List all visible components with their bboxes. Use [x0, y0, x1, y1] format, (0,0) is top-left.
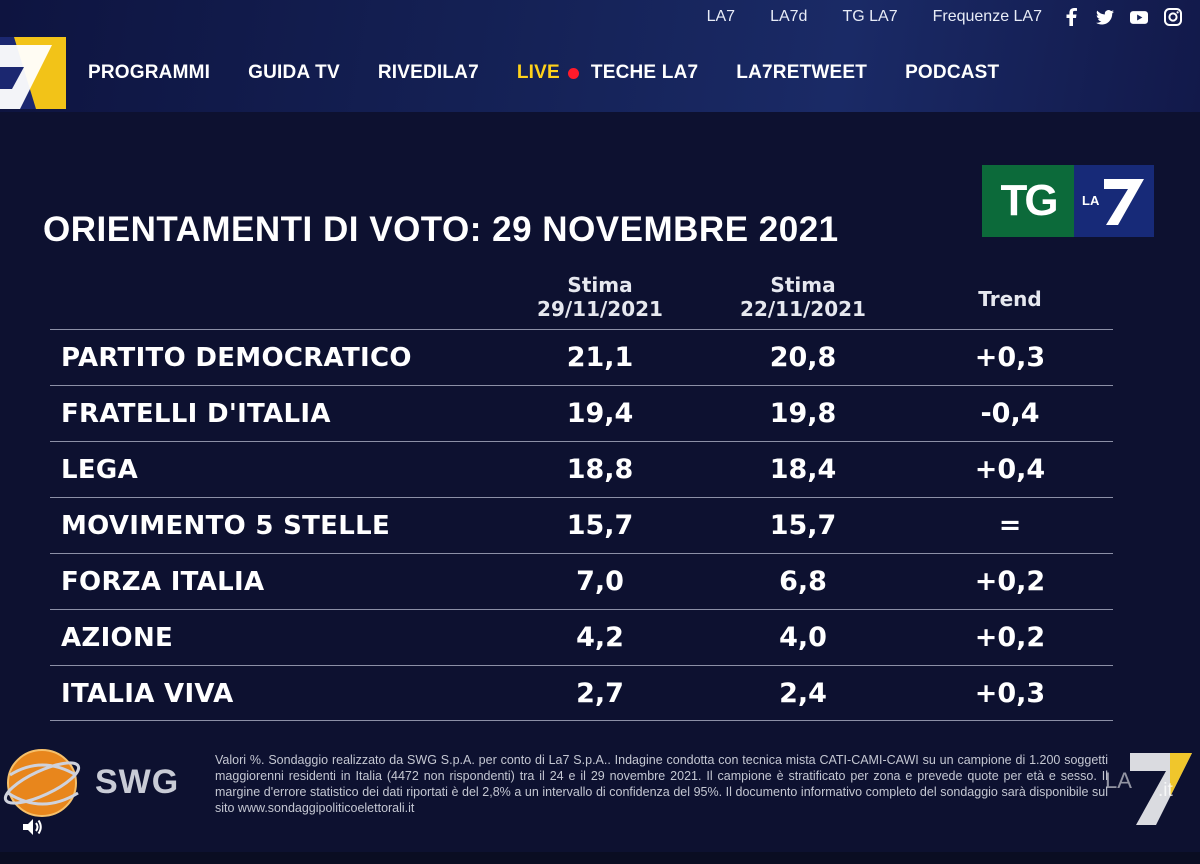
live-dot-icon: [567, 67, 579, 79]
column-header-date: 29/11/2021: [537, 297, 663, 321]
speaker-icon[interactable]: [20, 815, 44, 839]
stima-current-value: 19,4: [566, 398, 634, 429]
party-name: PARTITO DEMOCRATICO: [61, 343, 412, 373]
party-name: LEGA: [61, 455, 138, 485]
trend-value: +0,3: [974, 678, 1046, 709]
stima-previous-value: 18,4: [769, 454, 837, 485]
poll-table: PARTITO DEMOCRATICO 21,1 20,8 +0,3 FRATE…: [50, 329, 1113, 721]
stima-previous-value: 19,8: [769, 398, 837, 429]
table-row: AZIONE 4,2 4,0 +0,2: [50, 609, 1113, 665]
swg-wordmark: SWG: [95, 763, 180, 801]
party-name: FORZA ITALIA: [61, 567, 265, 597]
table-row: FRATELLI D'ITALIA 19,4 19,8 -0,4: [50, 385, 1113, 441]
social-links: [1062, 8, 1200, 26]
trend-value: +0,3: [974, 342, 1046, 373]
bottom-bar: [0, 852, 1200, 864]
trend-value: -0,4: [980, 398, 1040, 429]
corner-la-text: LA: [1105, 768, 1132, 793]
nav-podcast[interactable]: PODCAST: [905, 62, 1000, 83]
party-name: AZIONE: [61, 623, 174, 653]
stima-current-value: 18,8: [566, 454, 634, 485]
party-name: ITALIA VIVA: [61, 679, 234, 709]
trend-value: +0,2: [974, 566, 1046, 597]
trend-value: +0,2: [974, 622, 1046, 653]
top-link-tg-la7[interactable]: TG LA7: [842, 8, 898, 25]
trend-value: +0,4: [974, 454, 1046, 485]
instagram-icon[interactable]: [1164, 8, 1182, 26]
column-header-label: Stima: [567, 273, 633, 297]
facebook-icon[interactable]: [1062, 8, 1080, 26]
table-row: ITALIA VIVA 2,7 2,4 +0,3: [50, 665, 1113, 721]
swg-globe-logo: [3, 749, 81, 817]
la7-watermark-logo: [1130, 753, 1192, 825]
top-links: LA7 LA7d TG LA7 Frequenze LA7: [707, 6, 1200, 28]
tg-logo-la7-mark: LA: [1074, 165, 1154, 237]
top-link-frequenze[interactable]: Frequenze LA7: [932, 8, 1042, 25]
column-header-date: 22/11/2021: [740, 297, 866, 321]
tg-la7-logo: TG LA: [982, 165, 1154, 237]
corner-it-text: .it: [1158, 780, 1173, 801]
youtube-icon[interactable]: [1130, 8, 1148, 26]
stima-previous-value: 6,8: [779, 566, 827, 597]
nav-rivedila7[interactable]: RIVEDILA7: [377, 62, 479, 83]
table-row: PARTITO DEMOCRATICO 21,1 20,8 +0,3: [50, 329, 1113, 385]
methodology-note: Valori %. Sondaggio realizzato da SWG S.…: [215, 753, 1108, 815]
stima-previous-value: 2,4: [779, 678, 827, 709]
twitter-icon[interactable]: [1096, 8, 1114, 26]
stima-current-value: 2,7: [576, 678, 624, 709]
stima-current-value: 7,0: [576, 566, 624, 597]
table-row: LEGA 18,8 18,4 +0,4: [50, 441, 1113, 497]
column-header-stima-current: Stima 29/11/2021: [515, 273, 685, 321]
stima-previous-value: 4,0: [779, 622, 827, 653]
party-name: FRATELLI D'ITALIA: [61, 399, 331, 429]
table-row: MOVIMENTO 5 STELLE 15,7 15,7 =: [50, 497, 1113, 553]
nav-teche-la7[interactable]: TECHE LA7: [590, 62, 699, 83]
column-header-trend: Trend: [978, 287, 1042, 311]
table-row: FORZA ITALIA 7,0 6,8 +0,2: [50, 553, 1113, 609]
trend-value: =: [998, 510, 1022, 541]
nav-programmi[interactable]: PROGRAMMI: [88, 62, 211, 83]
nav-la7retweet[interactable]: LA7RETWEET: [736, 62, 868, 83]
top-link-la7d[interactable]: LA7d: [770, 8, 808, 25]
stima-current-value: 4,2: [576, 622, 624, 653]
tg-logo-text: TG: [982, 165, 1074, 237]
column-header-stima-previous: Stima 22/11/2021: [718, 273, 888, 321]
stima-previous-value: 20,8: [769, 342, 837, 373]
nav-live-label: LIVE: [516, 62, 560, 83]
party-name: MOVIMENTO 5 STELLE: [61, 511, 391, 541]
top-link-la7[interactable]: LA7: [706, 8, 736, 25]
la7-logo[interactable]: [0, 37, 66, 109]
stima-previous-value: 15,7: [769, 510, 837, 541]
seven-icon: [1104, 179, 1144, 225]
main-nav: PROGRAMMI GUIDA TV RIVEDILA7 LIVE TECHE …: [88, 60, 999, 86]
tg-logo-la: LA: [1082, 193, 1100, 208]
column-header-label: Stima: [770, 273, 836, 297]
stima-current-value: 21,1: [566, 342, 634, 373]
site-header: LA7 LA7d TG LA7 Frequenze LA7 PROGRAMMI …: [0, 0, 1200, 112]
nav-guida-tv[interactable]: GUIDA TV: [248, 62, 340, 83]
stima-current-value: 15,7: [566, 510, 634, 541]
nav-live[interactable]: LIVE: [517, 62, 579, 84]
poll-title: ORIENTAMENTI DI VOTO: 29 NOVEMBRE 2021: [43, 210, 839, 249]
